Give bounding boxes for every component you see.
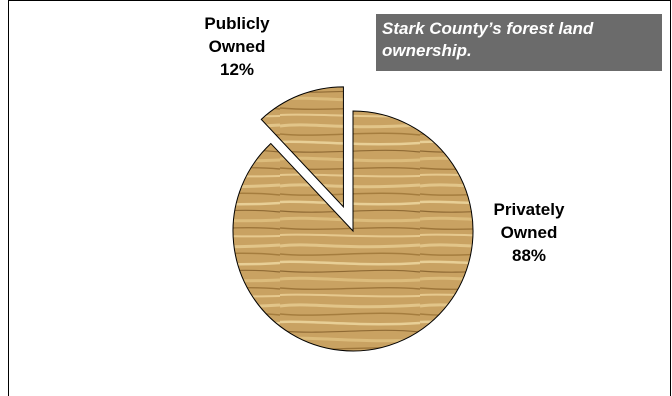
- slice-label-line1: Privately: [493, 200, 565, 219]
- slice-value-label: 88%: [511, 246, 547, 265]
- slice-value-label: 12%: [219, 60, 255, 79]
- slice-label-privately-owned: Privately Owned 88%: [470, 198, 588, 267]
- pie-slice-privately-owned: [232, 110, 474, 352]
- chart-title: Stark County’s forest land ownership.: [376, 14, 662, 71]
- pie-slice-publicly-owned: [260, 86, 344, 209]
- slice-label-line2: Owned: [500, 223, 558, 242]
- slice-label-line2: Owned: [208, 37, 266, 56]
- chart-frame: [8, 0, 671, 396]
- slice-label-line1: Publicly: [204, 14, 270, 33]
- slice-label-publicly-owned: Publicly Owned 12%: [182, 12, 292, 81]
